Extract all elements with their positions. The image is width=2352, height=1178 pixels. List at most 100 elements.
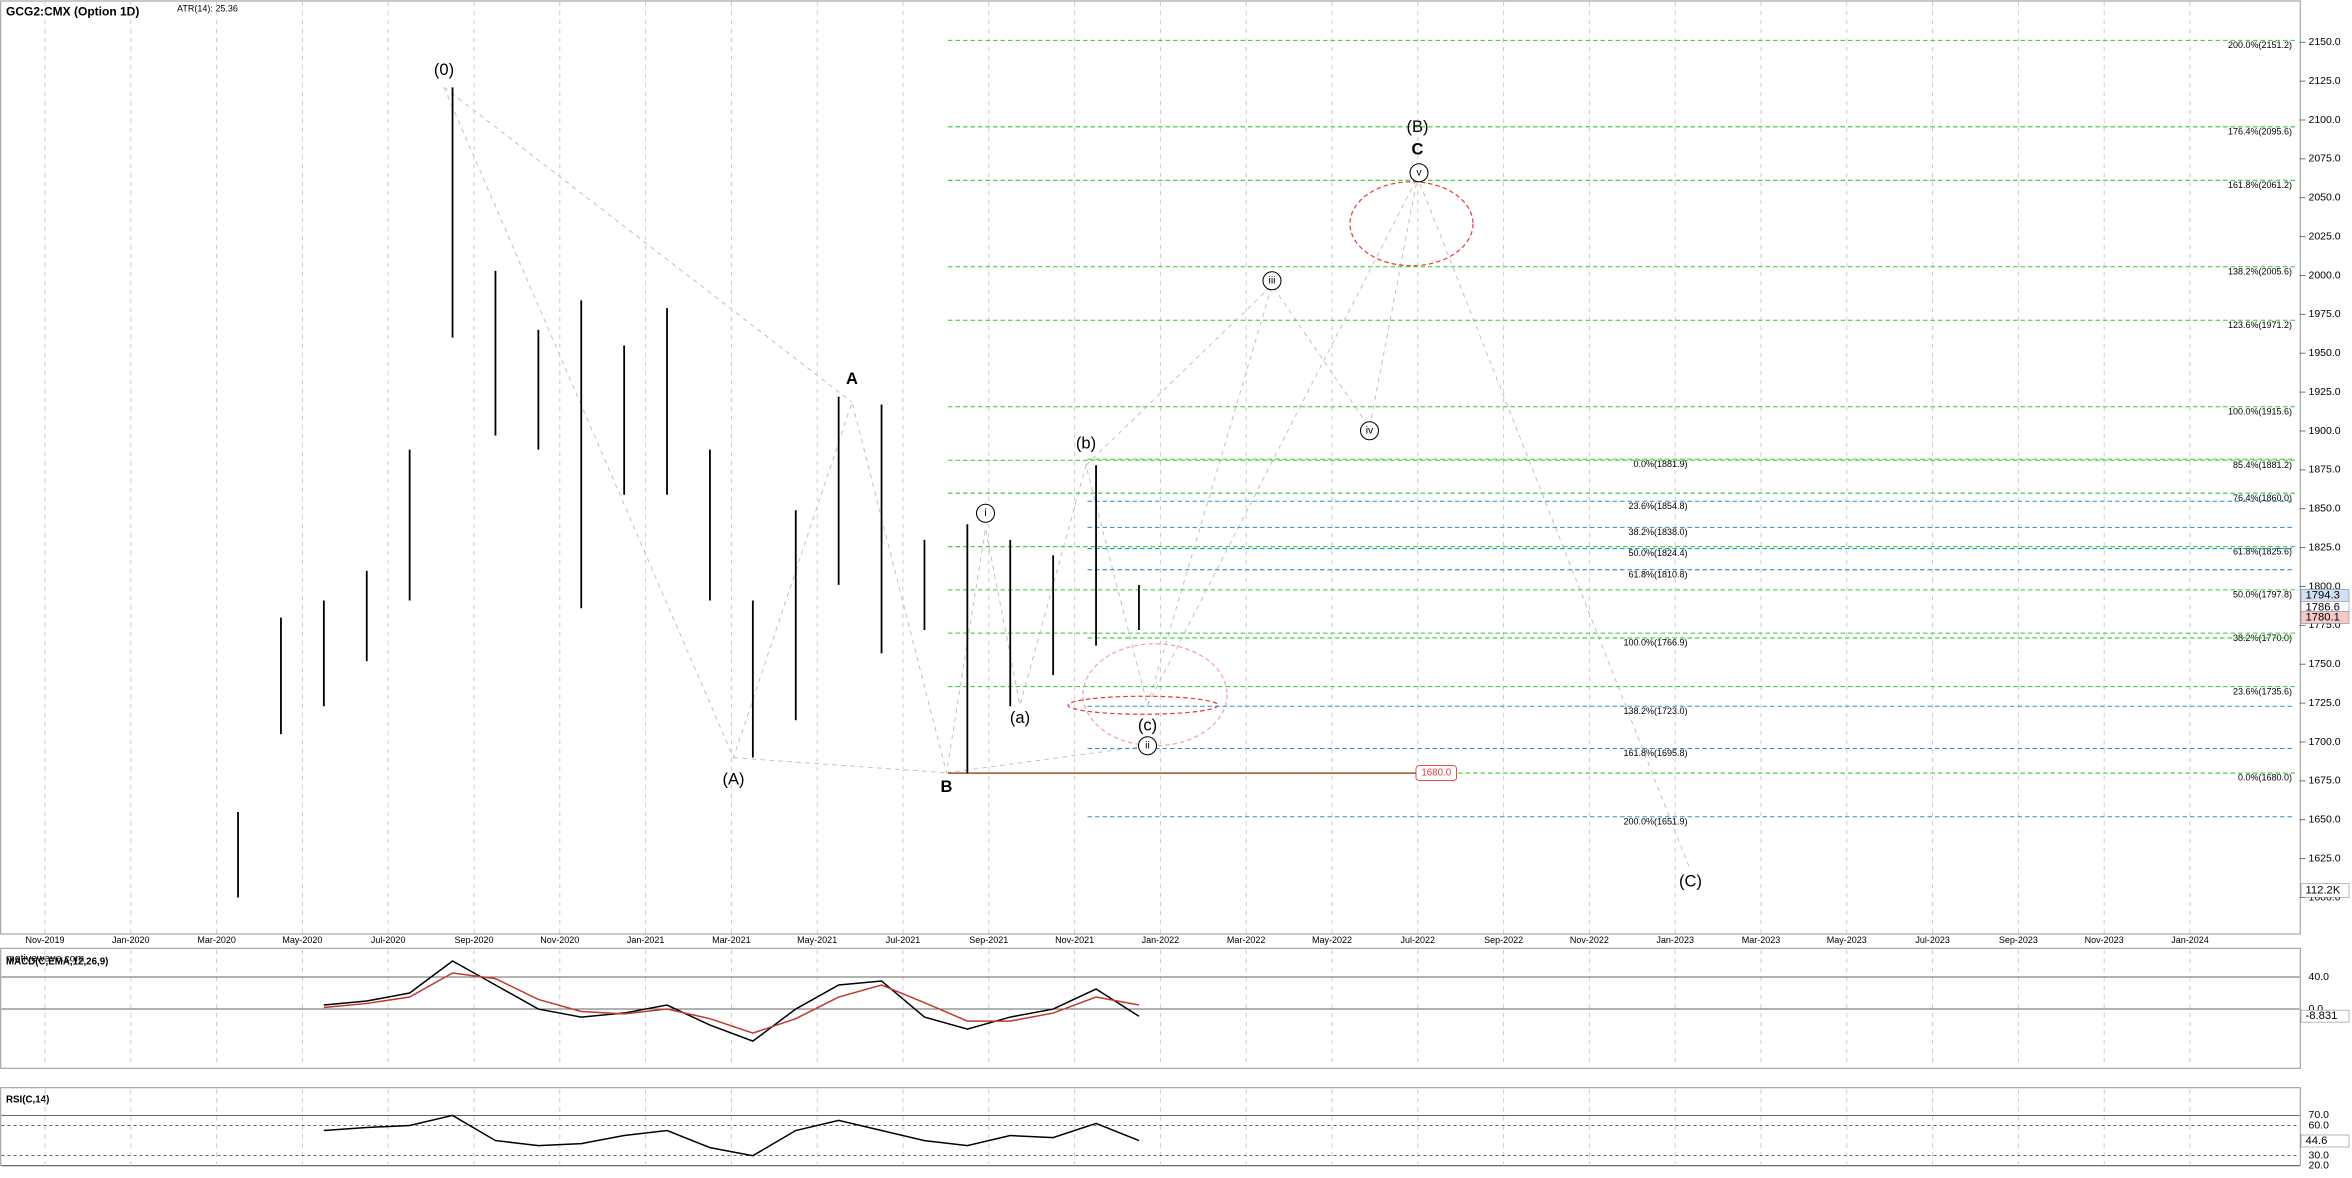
wave-label: (b) — [1076, 435, 1096, 453]
fib-label: 161.8%(1695.8) — [1623, 748, 1687, 758]
x-tick-label: Mar-2023 — [1742, 935, 1781, 945]
wave-label: (a) — [1010, 709, 1030, 727]
fib-label: 85.4%(1881.2) — [2233, 460, 2292, 470]
y-tick-label: 1825.0 — [2309, 541, 2341, 553]
x-tick-label: Sep-2023 — [1999, 935, 2038, 945]
y-tick-label: 2150.0 — [2309, 36, 2341, 48]
x-tick-label: Jan-2020 — [112, 935, 150, 945]
x-tick-label: Jul-2020 — [371, 935, 406, 945]
wave-circle — [1409, 163, 1429, 183]
level-box — [1415, 765, 1457, 782]
y-tick-label: 30.0 — [2309, 1149, 2330, 1161]
fib-label: 0.0%(1881.9) — [1633, 459, 1687, 469]
x-tick-label: Jul-2022 — [1401, 935, 1436, 945]
y-tick-label: 1725.0 — [2309, 697, 2341, 709]
macd-title: MACD(C,EMA,12,26,9) — [6, 956, 108, 967]
fib-label: 138.2%(2005.6) — [2228, 266, 2292, 276]
x-tick-label: May-2021 — [797, 935, 837, 945]
price-marker-box — [2300, 611, 2350, 624]
x-tick-label: Jan-2023 — [1656, 935, 1694, 945]
wave-label: (C) — [1679, 873, 1702, 891]
y-tick-label: 1750.0 — [2309, 658, 2341, 670]
fib-label: 76.4%(1860.0) — [2233, 493, 2292, 503]
level-label: 1680.0 — [1421, 768, 1451, 779]
x-tick-label: Nov-2020 — [540, 935, 579, 945]
y-tick-label: 1650.0 — [2309, 814, 2341, 826]
fib-label: 100.0%(1915.6) — [2228, 406, 2292, 416]
fib-label: 200.0%(1651.9) — [1623, 816, 1687, 826]
x-tick-label: Jan-2024 — [2171, 935, 2209, 945]
x-tick-label: May-2023 — [1827, 935, 1867, 945]
x-tick-label: Jul-2023 — [1915, 935, 1950, 945]
y-tick-label: 1975.0 — [2309, 308, 2341, 320]
macd-pane — [0, 947, 2301, 1069]
volume-marker-label: 112.2K — [2306, 884, 2341, 896]
y-tick-label: 1675.0 — [2309, 775, 2341, 787]
y-tick-label: 2050.0 — [2309, 192, 2341, 204]
fib-label: 100.0%(1766.9) — [1623, 638, 1687, 648]
wave-label: (A) — [723, 771, 745, 789]
value-marker-label: -8.831 — [2306, 1010, 2338, 1022]
wave-label: (c) — [1138, 717, 1157, 735]
x-tick-label: Nov-2019 — [25, 935, 64, 945]
wave-label: (B) — [1407, 118, 1429, 136]
rsi-title: RSI(C,14) — [6, 1094, 49, 1105]
fib-label: 138.2%(1723.0) — [1623, 706, 1687, 716]
y-tick-label: 1900.0 — [2309, 425, 2341, 437]
x-tick-label: Mar-2021 — [712, 935, 751, 945]
x-tick-label: Jul-2021 — [886, 935, 921, 945]
wave-circle — [1359, 421, 1380, 441]
indicator-line — [323, 1114, 1140, 1157]
y-tick-label: 2125.0 — [2309, 75, 2341, 87]
target-ellipse — [1082, 643, 1228, 747]
y-tick-label: 2100.0 — [2309, 114, 2341, 126]
fib-label: 61.8%(1810.8) — [1628, 569, 1687, 579]
fib-label: 38.2%(1770.0) — [2233, 633, 2292, 643]
x-tick-label: Mar-2020 — [197, 935, 236, 945]
x-tick-label: Nov-2021 — [1055, 935, 1094, 945]
value-marker-label: 44.6 — [2306, 1135, 2328, 1147]
fib-label: 200.0%(2151.2) — [2228, 40, 2292, 50]
wave-circle — [1262, 271, 1282, 291]
x-tick-label: May-2020 — [282, 935, 322, 945]
wave-circle — [975, 503, 996, 523]
x-tick-label: Sep-2021 — [969, 935, 1008, 945]
price-marker-label: 1780.1 — [2306, 611, 2340, 623]
wave-label: (0) — [434, 61, 454, 79]
fib-label: 0.0%(1680.0) — [2238, 773, 2292, 783]
x-tick-label: Nov-2023 — [2085, 935, 2124, 945]
x-tick-label: Nov-2022 — [1570, 935, 1609, 945]
wave-circle — [1137, 736, 1158, 756]
watermark: motivewave.com — [6, 953, 84, 965]
y-tick-label: 1625.0 — [2309, 852, 2341, 864]
wave-label: B — [941, 778, 953, 796]
chart-title: GCG2:CMX (Option 1D) — [6, 4, 139, 18]
y-tick-label: 70.0 — [2309, 1109, 2330, 1121]
x-tick-label: Sep-2022 — [1484, 935, 1523, 945]
indicator-line — [323, 972, 1140, 1034]
fib-label: 61.8%(1825.6) — [2233, 546, 2292, 556]
y-tick-label: 1875.0 — [2309, 464, 2341, 476]
y-tick-label: 1850.0 — [2309, 503, 2341, 515]
x-tick-label: May-2022 — [1312, 935, 1352, 945]
wave-label: ii — [1145, 740, 1150, 752]
x-tick-label: Mar-2022 — [1227, 935, 1266, 945]
target-zones — [1067, 181, 1474, 747]
wave-label: v — [1416, 167, 1422, 179]
value-marker-box — [2300, 1134, 2350, 1148]
wave-label: iii — [1269, 275, 1276, 287]
y-tick-label: 2075.0 — [2309, 153, 2341, 165]
price-marker-label: 1786.6 — [2306, 601, 2340, 613]
y-tick-label: 20.0 — [2309, 1160, 2330, 1172]
fib-label: 38.2%(1838.0) — [1628, 527, 1687, 537]
fib-label: 123.6%(1971.2) — [2228, 320, 2292, 330]
x-tick-label: Sep-2020 — [454, 935, 493, 945]
target-ellipse — [1349, 181, 1474, 267]
y-tick-label: 40.0 — [2309, 971, 2330, 983]
wave-label: i — [984, 507, 986, 519]
price-marker-label: 1794.3 — [2306, 589, 2340, 601]
y-tick-label: 60.0 — [2309, 1119, 2330, 1131]
fib-label: 23.6%(1735.6) — [2233, 686, 2292, 696]
